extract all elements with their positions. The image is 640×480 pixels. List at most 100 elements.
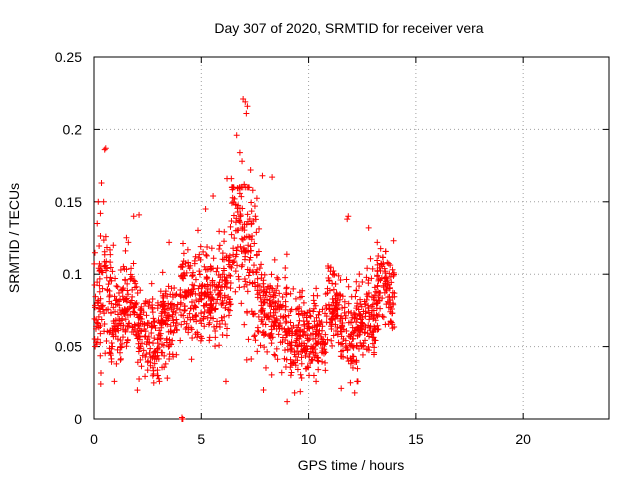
data-point [120,296,127,303]
data-point [248,236,255,243]
data-point [154,367,161,374]
data-point [298,348,305,355]
data-point [248,355,255,362]
data-point [170,308,177,315]
data-point [164,375,171,382]
data-point [119,334,126,341]
data-point [287,319,294,326]
data-point [329,310,336,317]
data-point [122,326,129,333]
data-point [132,301,139,308]
data-point [128,265,135,272]
data-point [100,198,107,205]
data-point [168,300,175,307]
data-point [235,273,242,280]
data-point [365,224,372,231]
data-point [291,389,298,396]
data-point [325,263,332,270]
data-point [186,265,193,272]
data-point [204,243,211,250]
data-point [270,306,277,313]
data-point [283,291,290,298]
data-point [327,264,334,271]
data-point [356,327,363,334]
data-point [368,303,375,310]
data-point [339,293,346,300]
data-point [122,316,129,323]
data-point [302,346,309,353]
data-point [203,251,210,258]
data-point [311,305,318,312]
data-point [387,318,394,325]
data-point [147,362,154,369]
data-point [142,333,149,340]
data-point [176,306,183,313]
data-point [100,237,107,244]
data-point [110,318,117,325]
data-point [386,270,393,277]
data-point [140,309,147,316]
data-point [374,313,381,320]
data-point [269,334,276,341]
data-point [379,295,386,302]
data-point [345,213,352,220]
data-point [255,328,262,335]
data-point [387,308,394,315]
data-point [348,293,355,300]
data-point [341,309,348,316]
data-point [143,312,150,319]
data-point [238,300,245,307]
data-point [284,398,291,405]
data-point [151,335,158,342]
data-point [311,300,318,307]
x-tick-label: 15 [408,431,424,447]
data-points [91,95,398,422]
data-point [279,293,286,300]
data-point [226,307,233,314]
data-point [356,283,363,290]
data-point [332,321,339,328]
data-point [311,353,318,360]
data-point [117,356,124,363]
data-point [131,278,138,285]
data-point [341,304,348,311]
data-point [298,354,305,361]
data-point [213,268,220,275]
data-point [184,246,191,253]
data-point [302,352,309,359]
data-point [254,324,261,331]
data-point [342,312,349,319]
data-point [103,258,110,265]
data-point [149,305,156,312]
data-point [130,213,137,220]
data-point [351,315,358,322]
data-point [375,252,382,259]
data-point [342,343,349,350]
data-point [307,313,314,320]
data-point [203,273,210,280]
data-point [192,276,199,283]
data-point [192,253,199,260]
data-point [166,313,173,320]
data-point [251,203,258,210]
data-point [178,414,185,421]
data-point [217,294,224,301]
data-point [278,369,285,376]
data-point [288,369,295,376]
data-point [248,221,255,228]
data-point [97,330,104,337]
data-point [170,329,177,336]
x-tick-label: 10 [301,431,317,447]
data-point [247,166,254,173]
data-point [155,375,162,382]
data-point [233,132,240,139]
data-point [326,306,333,313]
data-point [126,320,133,327]
data-point [98,316,105,323]
data-point [97,352,104,359]
data-point [106,292,113,299]
data-point [179,416,186,422]
x-tick-label: 0 [90,431,98,447]
data-point [202,283,209,290]
